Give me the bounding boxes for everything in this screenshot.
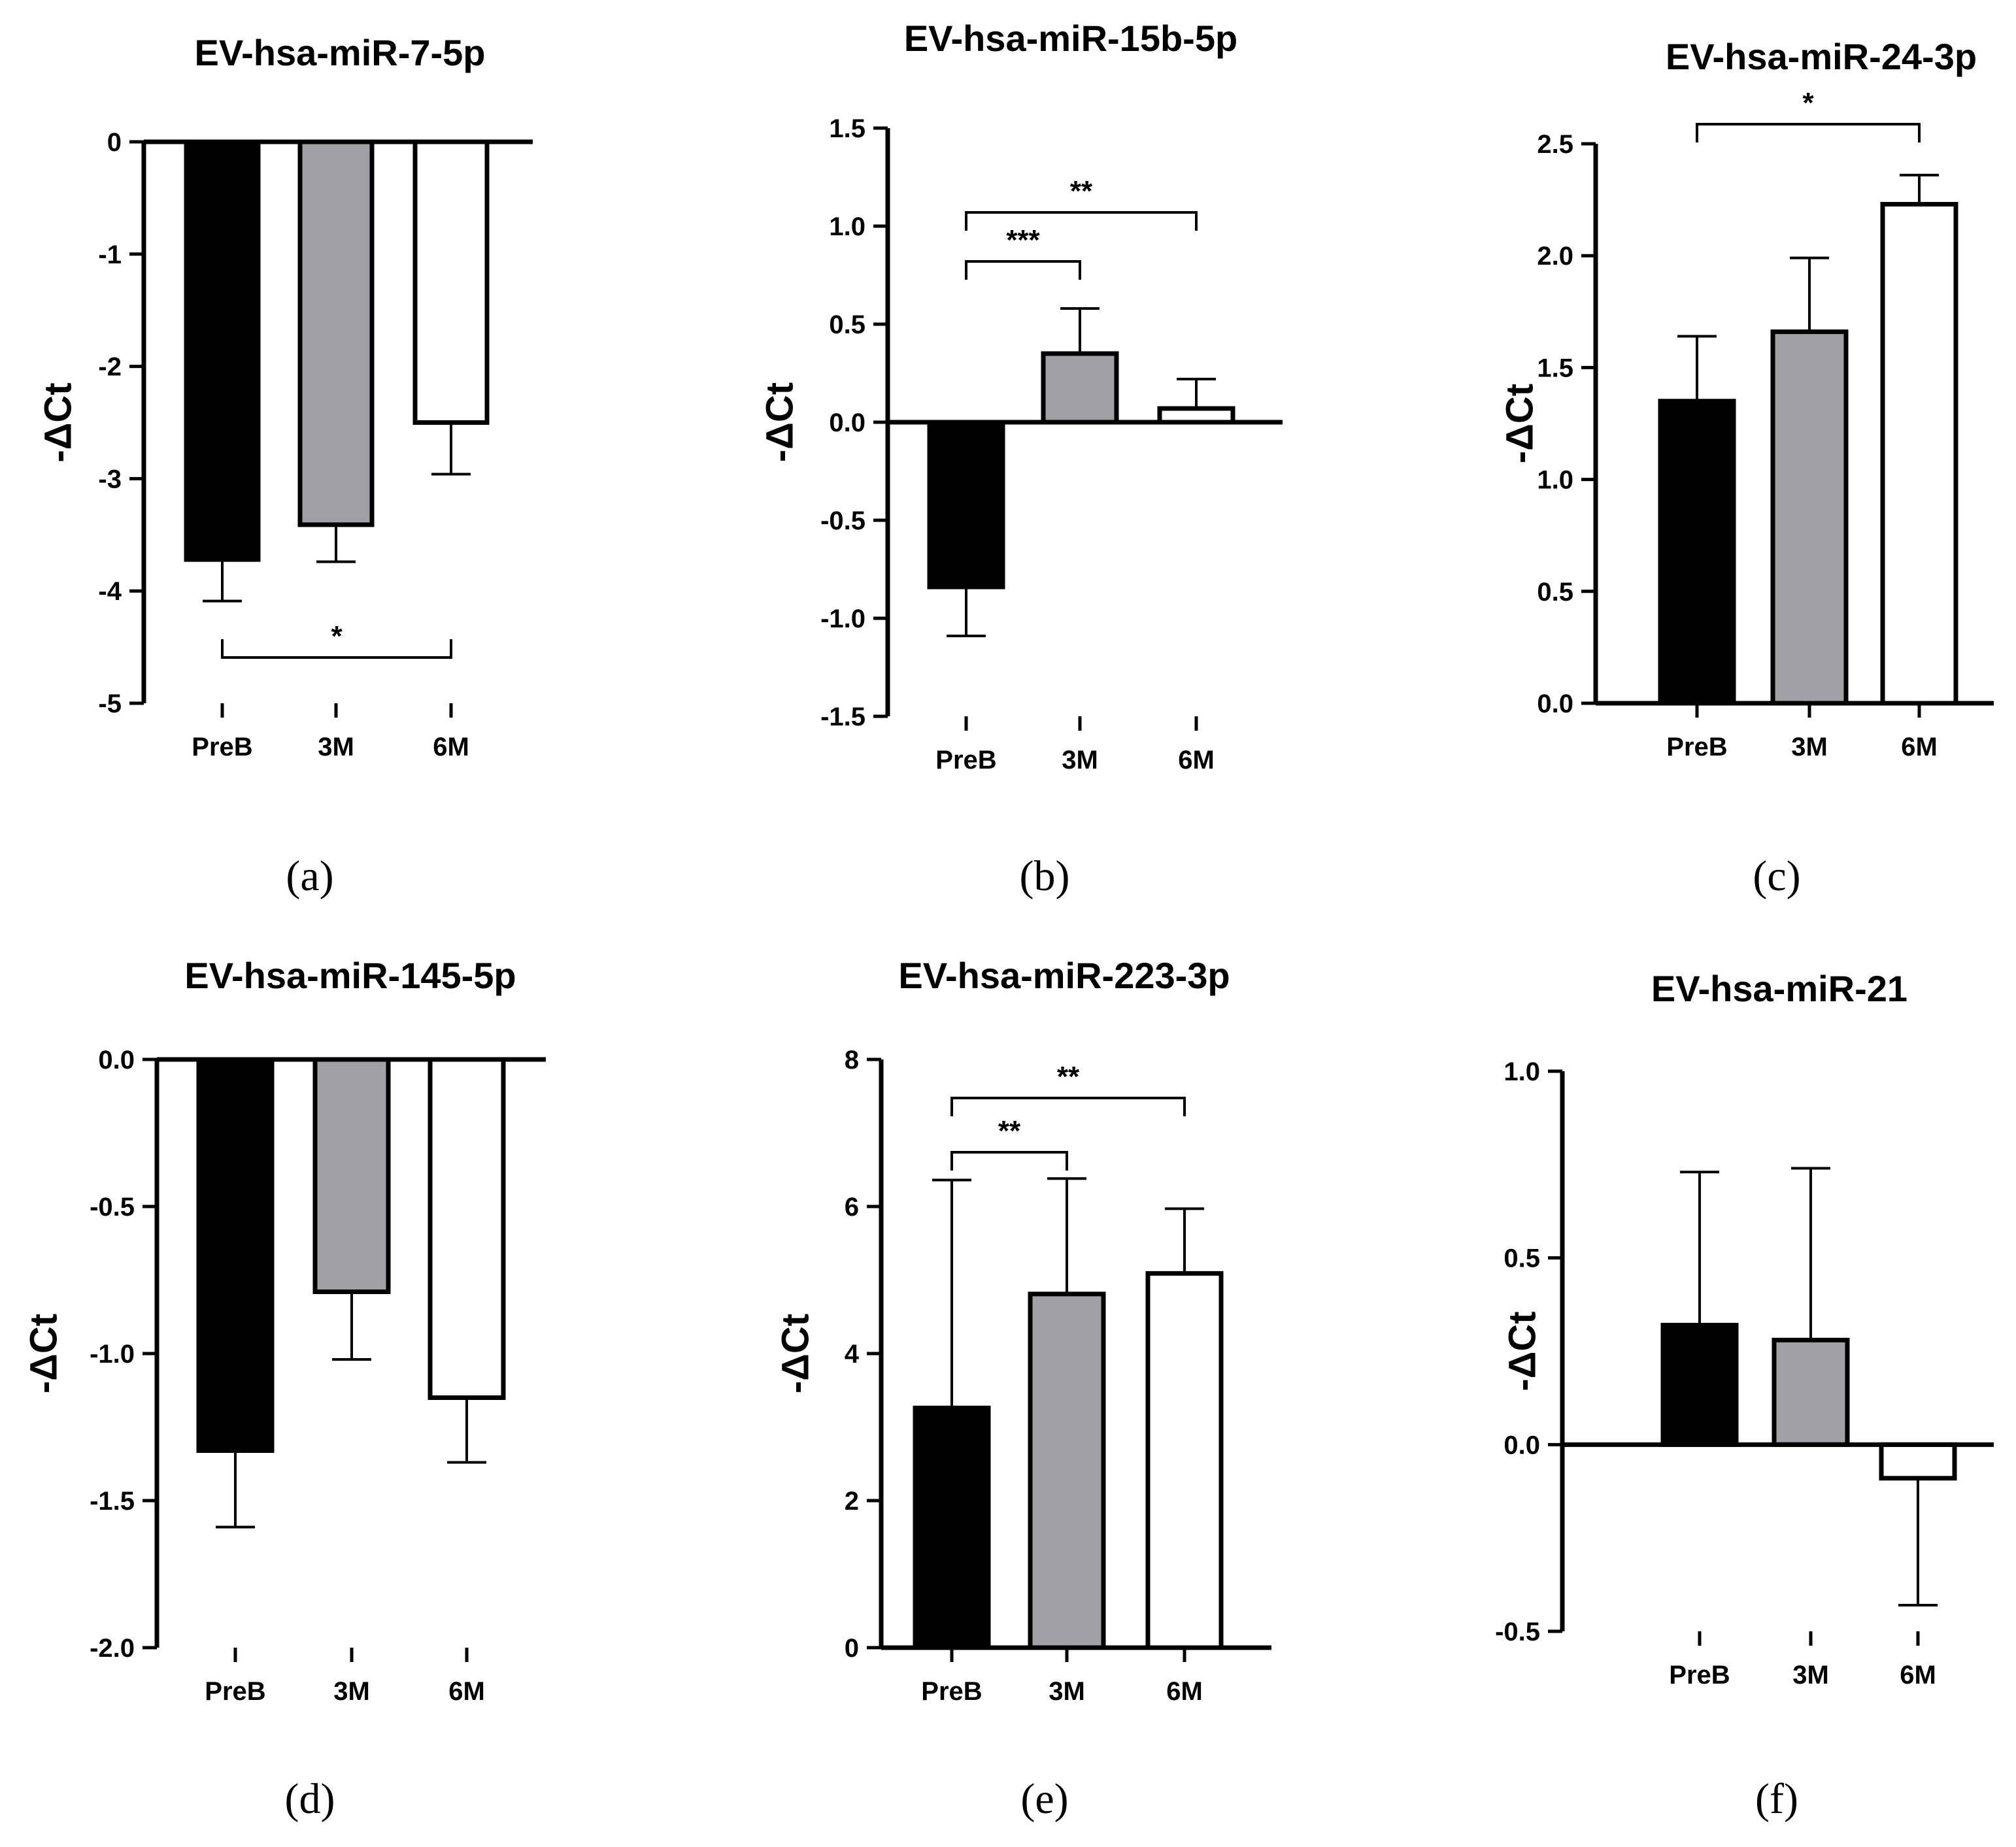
bar-6m: [1145, 1271, 1224, 1650]
bar-preb: [913, 1405, 991, 1650]
y-axis-label: -ΔCt: [774, 1314, 816, 1393]
significance-stars: ***: [1006, 224, 1040, 256]
y-tick-label: -1.0: [90, 1340, 135, 1369]
bar-6m: [1880, 201, 1958, 706]
significance-stars: *: [331, 620, 343, 652]
significance-bracket: [221, 639, 452, 659]
x-tick-label: PreB: [1666, 733, 1727, 761]
x-tick-label: 3M: [333, 1677, 370, 1706]
significance-bracket: [965, 260, 1081, 280]
y-tick-label: -4: [98, 577, 122, 606]
y-tick-label: -2.0: [90, 1634, 135, 1663]
y-axis-label: -ΔCt: [22, 1314, 65, 1393]
x-tick-label: 3M: [318, 733, 354, 761]
y-axis-label: -ΔCt: [758, 382, 801, 462]
x-tick-label: 6M: [1900, 1661, 1936, 1689]
y-tick-label: 0: [107, 128, 122, 157]
x-tick-label: 6M: [1901, 733, 1938, 761]
y-tick-label: 1.0: [1504, 1057, 1540, 1086]
x-tick-label: PreB: [935, 746, 996, 774]
x-tick-label: 6M: [1178, 746, 1215, 774]
x-tick-label: PreB: [921, 1677, 982, 1706]
bar-3m: [1041, 351, 1119, 425]
panel-label: (f): [1755, 1775, 1798, 1823]
y-tick-label: 0.5: [829, 310, 865, 339]
significance-bracket: [950, 1151, 1068, 1171]
significance-stars: **: [1070, 175, 1093, 207]
y-tick-label: 6: [845, 1193, 859, 1222]
bar-preb: [196, 1057, 275, 1453]
x-tick-label: PreB: [192, 733, 252, 761]
panel-label: (d): [285, 1775, 335, 1823]
chart-title: EV-hsa-miR-7-5p: [195, 32, 486, 73]
panel-label: (a): [286, 852, 333, 900]
significance-stars: **: [998, 1115, 1021, 1147]
chart-title: EV-hsa-miR-24-3p: [1666, 36, 1977, 77]
y-tick-label: 0.0: [1504, 1431, 1540, 1459]
significance-stars: **: [1057, 1061, 1080, 1093]
bar-6m: [428, 1057, 506, 1400]
significance-bracket: [965, 211, 1198, 231]
x-tick-label: 6M: [448, 1677, 485, 1706]
y-tick-label: 0.5: [1504, 1244, 1540, 1273]
x-tick-label: 3M: [1791, 733, 1828, 761]
x-tick-label: 3M: [1049, 1677, 1085, 1706]
x-tick-label: PreB: [205, 1677, 265, 1706]
chart-title: EV-hsa-miR-223-3p: [898, 955, 1230, 996]
bar-3m: [1772, 1337, 1850, 1447]
y-tick-label: 0.0: [98, 1046, 135, 1074]
y-tick-label: 1.0: [1537, 466, 1573, 495]
bar-preb: [927, 420, 1005, 590]
y-axis-label: -ΔCt: [37, 382, 79, 462]
bar-preb: [184, 139, 261, 562]
y-tick-label: -2: [98, 353, 122, 382]
y-axis-label: -ΔCt: [1501, 1311, 1543, 1391]
y-tick-label: 2.5: [1537, 130, 1573, 159]
bar-3m: [1028, 1291, 1106, 1650]
y-tick-label: -1: [98, 241, 122, 269]
bar-6m: [1879, 1442, 1957, 1481]
y-tick-label: 2.0: [1537, 242, 1573, 271]
y-axis-label: -ΔCt: [1498, 384, 1541, 463]
chart-title: EV-hsa-miR-145-5p: [184, 955, 516, 996]
x-tick-label: PreB: [1669, 1661, 1730, 1689]
chart-title: EV-hsa-miR-21: [1651, 968, 1907, 1009]
y-tick-label: 4: [845, 1340, 860, 1369]
y-tick-label: -1.0: [820, 605, 865, 633]
panel-label: (c): [1753, 852, 1800, 900]
bar-preb: [1658, 399, 1736, 706]
y-tick-label: 0: [845, 1634, 859, 1663]
y-tick-label: 0.5: [1537, 578, 1573, 607]
y-tick-label: -0.5: [820, 507, 865, 535]
significance-bracket: [950, 1097, 1186, 1116]
y-tick-label: -1.5: [90, 1487, 135, 1516]
y-tick-label: 2: [845, 1487, 859, 1516]
y-tick-label: 1.5: [1537, 354, 1573, 382]
x-tick-label: 6M: [433, 733, 469, 761]
x-tick-label: 6M: [1166, 1677, 1203, 1706]
chart-title: EV-hsa-miR-15b-5p: [904, 18, 1237, 59]
y-tick-label: -1.5: [820, 703, 865, 731]
y-tick-label: 1.0: [829, 212, 865, 241]
y-tick-label: -0.5: [90, 1193, 135, 1222]
significance-bracket: [1696, 123, 1921, 142]
y-tick-label: -5: [98, 690, 122, 718]
bar-preb: [1660, 1323, 1739, 1447]
y-tick-label: 0.0: [829, 408, 865, 437]
panel-label: (e): [1020, 1775, 1068, 1823]
bar-6m: [412, 139, 490, 425]
bar-3m: [297, 139, 375, 527]
y-tick-label: -0.5: [1495, 1618, 1540, 1646]
y-tick-label: -3: [98, 465, 122, 493]
y-tick-label: 0.0: [1537, 690, 1573, 718]
bar-3m: [1770, 329, 1849, 706]
bar-3m: [312, 1057, 391, 1294]
y-tick-label: 1.5: [829, 114, 865, 143]
x-tick-label: 3M: [1062, 746, 1098, 774]
panel-label: (b): [1020, 852, 1070, 900]
x-tick-label: 3M: [1792, 1661, 1829, 1689]
y-tick-label: 8: [845, 1046, 859, 1074]
significance-stars: *: [1802, 87, 1814, 119]
